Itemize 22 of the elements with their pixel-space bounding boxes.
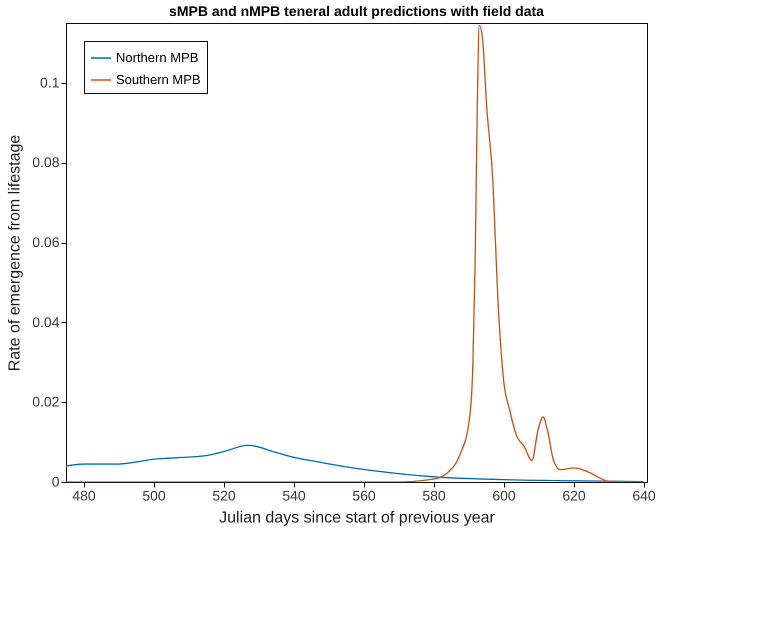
line-series: [66, 444, 644, 482]
x-tick-label: 520: [212, 488, 236, 504]
x-tick-label: 600: [492, 488, 516, 504]
x-tick-label: 580: [422, 488, 446, 504]
y-tick-label: 0.06: [32, 234, 60, 250]
y-tick-label: 0: [52, 474, 60, 490]
x-tick-label: 620: [562, 488, 586, 504]
legend-label: Northern MPB: [116, 50, 198, 65]
y-tick-label: 0.1: [40, 74, 60, 90]
x-tick-label: 500: [142, 488, 166, 504]
x-axis-title: Julian days since start of previous year: [219, 510, 496, 526]
x-tick-label: 560: [352, 488, 376, 504]
y-tick-label: 0.02: [32, 394, 60, 410]
legend-label: Southern MPB: [116, 72, 201, 87]
chart-title: sMPB and nMPB teneral adult predictions with field data: [169, 3, 544, 19]
y-tick-label: 0.08: [32, 154, 60, 170]
x-tick-label: 480: [72, 488, 96, 504]
x-tick-label: 540: [282, 488, 306, 504]
y-axis-title: Rate of emergence from lifestage: [6, 134, 24, 372]
line-series: [66, 24, 644, 482]
y-tick-label: 0.04: [32, 314, 60, 330]
x-tick-label: 640: [632, 488, 656, 504]
